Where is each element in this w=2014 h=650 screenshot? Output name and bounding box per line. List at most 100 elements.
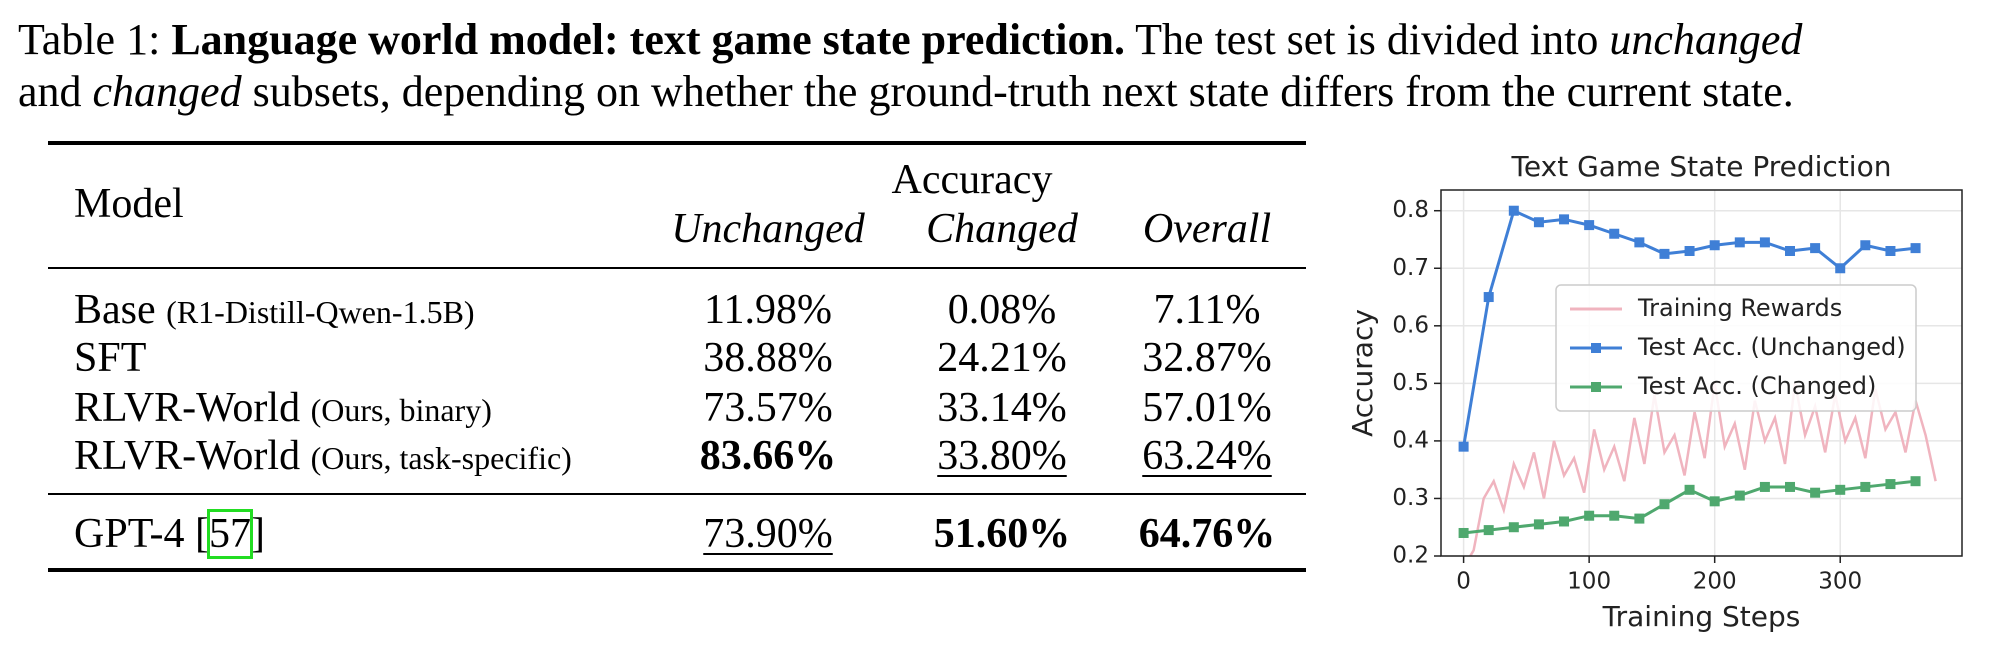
model-name: SFT bbox=[74, 334, 146, 382]
top-rule bbox=[48, 141, 1306, 145]
mid-rule bbox=[48, 267, 1306, 269]
model-text: (Ours, task-specific) bbox=[310, 440, 572, 476]
column-header: Unchanged bbox=[671, 206, 865, 252]
y-tick-label: 0.8 bbox=[1392, 197, 1429, 223]
point-marker bbox=[1634, 237, 1645, 248]
point-marker bbox=[1584, 220, 1595, 231]
point-marker bbox=[1559, 214, 1570, 225]
cell: 7.11% bbox=[1153, 287, 1261, 333]
legend-label: Test Acc. (Unchanged) bbox=[1637, 333, 1906, 361]
cell: 33.80% bbox=[937, 433, 1067, 479]
chart-title: Text Game State Prediction bbox=[1511, 150, 1892, 183]
point-marker bbox=[1734, 490, 1745, 501]
point-marker bbox=[1759, 237, 1770, 248]
cell: 33.14% bbox=[937, 385, 1067, 431]
point-marker bbox=[1734, 237, 1745, 248]
point-marker bbox=[1559, 516, 1570, 527]
point-marker bbox=[1609, 228, 1620, 239]
cell: 73.57% bbox=[703, 385, 833, 431]
x-tick-label: 0 bbox=[1456, 569, 1471, 595]
point-marker bbox=[1860, 240, 1871, 251]
x-axis-label: Training Steps bbox=[1602, 600, 1801, 633]
model-text: (R1-Distill-Qwen-1.5B) bbox=[166, 294, 475, 330]
point-marker bbox=[1533, 519, 1544, 530]
y-tick-label: 0.4 bbox=[1392, 427, 1429, 453]
point-marker bbox=[1885, 479, 1896, 490]
caption-text: The test set is divided into bbox=[1124, 15, 1610, 64]
x-tick-label: 200 bbox=[1693, 569, 1737, 595]
caption-text: Language world model: text game state pr… bbox=[171, 15, 1125, 64]
cell: 0.08% bbox=[947, 287, 1057, 333]
bottom-rule bbox=[48, 568, 1306, 572]
model-text: ] bbox=[250, 511, 265, 557]
series-line bbox=[1468, 383, 1937, 556]
legend-label: Test Acc. (Changed) bbox=[1637, 372, 1876, 400]
point-marker bbox=[1684, 484, 1695, 495]
y-tick-label: 0.7 bbox=[1392, 255, 1429, 281]
group-header: Accuracy bbox=[891, 157, 1053, 203]
point-marker bbox=[1458, 441, 1469, 452]
point-marker bbox=[1609, 510, 1620, 521]
caption-line: and changed subsets, depending on whethe… bbox=[18, 66, 1802, 118]
point-marker bbox=[1785, 246, 1796, 256]
caption-text: unchanged bbox=[1609, 15, 1803, 64]
caption-line: Table 1: Language world model: text game… bbox=[18, 14, 1802, 66]
point-marker bbox=[1508, 205, 1519, 216]
cell: 38.88% bbox=[703, 335, 833, 381]
cell: 11.98% bbox=[704, 287, 832, 333]
x-tick-label: 300 bbox=[1818, 569, 1862, 595]
point-marker bbox=[1659, 499, 1670, 510]
y-tick-label: 0.5 bbox=[1392, 370, 1429, 396]
cell: 32.87% bbox=[1142, 335, 1272, 381]
model-text: RLVR-World bbox=[74, 385, 311, 431]
point-marker bbox=[1810, 487, 1821, 498]
cell: 57.01% bbox=[1142, 385, 1272, 431]
model-text: GPT-4 [ bbox=[74, 511, 209, 557]
plot-frame bbox=[1440, 189, 1963, 557]
column-header: Overall bbox=[1142, 206, 1272, 252]
cell: 51.60% bbox=[933, 511, 1071, 557]
y-tick-label: 0.6 bbox=[1392, 312, 1429, 338]
caption-text: Table 1: bbox=[18, 15, 172, 64]
model-name: RLVR-World (Ours, task-specific) bbox=[74, 432, 572, 482]
y-tick-label: 0.2 bbox=[1392, 543, 1429, 569]
column-header: Model bbox=[74, 181, 184, 227]
model-name: RLVR-World (Ours, binary) bbox=[74, 384, 492, 434]
point-marker bbox=[1810, 243, 1821, 254]
point-marker bbox=[1835, 263, 1846, 274]
legend-box bbox=[1555, 284, 1917, 412]
point-marker bbox=[1533, 217, 1544, 228]
model-text: SFT bbox=[74, 335, 147, 381]
point-marker bbox=[1860, 481, 1871, 492]
point-marker bbox=[1634, 513, 1645, 524]
point-marker bbox=[1785, 481, 1796, 492]
cell: 64.76% bbox=[1138, 511, 1276, 557]
cell: 73.90% bbox=[703, 511, 833, 557]
model-name: GPT-4 [57] bbox=[74, 509, 265, 559]
y-axis-label: Accuracy bbox=[1346, 309, 1379, 437]
caption-text: subsets, depending on whether the ground… bbox=[241, 67, 1794, 116]
legend-label: Training Rewards bbox=[1637, 294, 1842, 322]
legend-marker bbox=[1591, 382, 1601, 392]
point-marker bbox=[1885, 246, 1896, 256]
citation[interactable]: 57 bbox=[206, 509, 253, 559]
model-name: Base (R1-Distill-Qwen-1.5B) bbox=[74, 286, 475, 336]
point-marker bbox=[1483, 292, 1494, 303]
point-marker bbox=[1910, 243, 1921, 254]
cell: 83.66% bbox=[699, 433, 837, 479]
point-marker bbox=[1458, 527, 1469, 538]
y-tick-label: 0.3 bbox=[1392, 485, 1429, 511]
point-marker bbox=[1910, 476, 1921, 487]
point-marker bbox=[1483, 525, 1494, 536]
point-marker bbox=[1759, 481, 1770, 492]
cell: 63.24% bbox=[1142, 433, 1272, 479]
mid-rule bbox=[48, 493, 1306, 495]
caption-text: and bbox=[18, 67, 93, 116]
model-text: Base bbox=[74, 287, 167, 333]
column-header: Changed bbox=[926, 206, 1078, 252]
point-marker bbox=[1709, 496, 1720, 507]
caption-text: changed bbox=[92, 67, 242, 116]
